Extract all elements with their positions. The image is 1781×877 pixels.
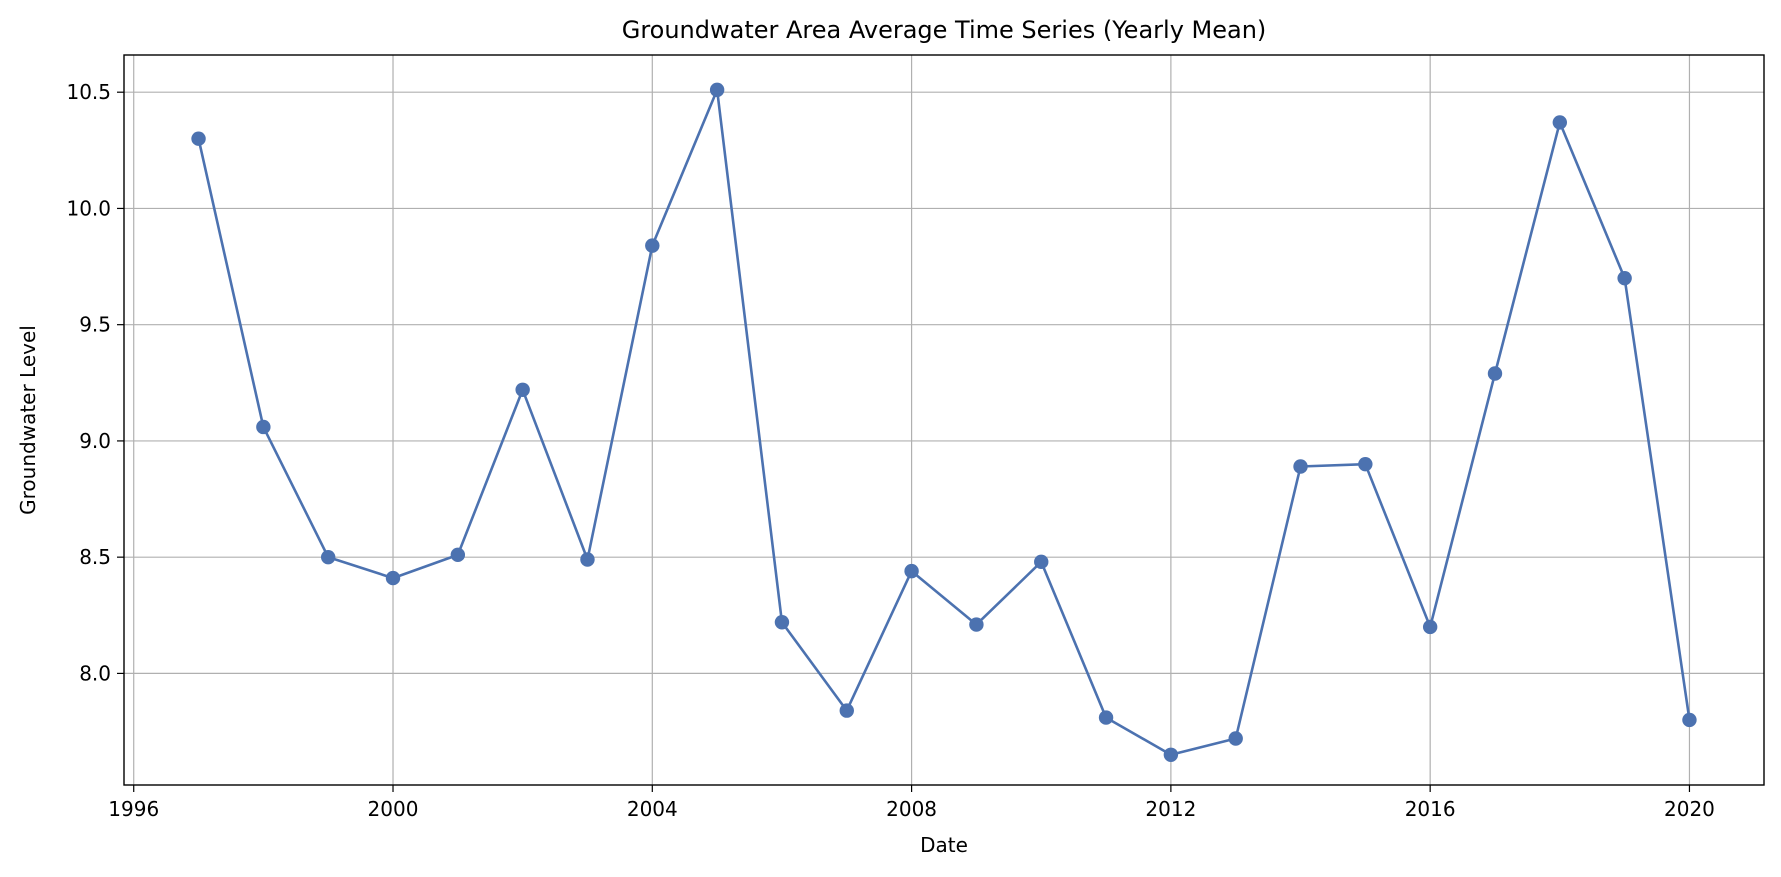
data-point [1034, 554, 1049, 570]
data-point [515, 382, 530, 397]
data-point [1682, 712, 1697, 728]
data-point [256, 419, 271, 435]
series-line [197, 88, 1691, 757]
grid-layer [124, 55, 1764, 785]
data-point [774, 615, 790, 630]
chart-title: Groundwater Area Average Time Series (Ye… [622, 16, 1267, 44]
data-point [191, 131, 206, 146]
x-tick-label: 2016 [1405, 797, 1456, 821]
data-point [1163, 747, 1179, 762]
series-layer [191, 82, 1697, 762]
x-axis-label: Date [920, 833, 968, 857]
data-point [969, 617, 984, 632]
x-tick-label: 2004 [627, 797, 678, 821]
data-point [904, 563, 919, 579]
data-point [1228, 731, 1243, 746]
data-point [320, 549, 336, 565]
data-point [1617, 270, 1632, 286]
x-tick-label: 2012 [1145, 797, 1196, 821]
data-point [709, 82, 725, 98]
x-tick-label: 2020 [1664, 797, 1715, 821]
data-point [580, 552, 595, 567]
y-tick-label: 9.5 [79, 313, 111, 337]
data-point [450, 547, 466, 563]
ticks-layer: 1996 2000 2004 2008 2012 2016 2020 8.0 8.5 9.0 9.5… [66, 80, 1714, 821]
data-point [1098, 710, 1114, 725]
data-point [645, 238, 660, 253]
y-tick-label: 8.5 [79, 545, 111, 569]
data-point [1293, 459, 1308, 474]
data-point [839, 703, 854, 718]
data-point [1422, 619, 1438, 635]
y-tick-label: 9.0 [79, 429, 111, 453]
y-tick-label: 10.5 [66, 80, 111, 104]
plot-frame [123, 54, 1765, 786]
y-tick-label: 10.0 [66, 196, 111, 220]
x-tick-label: 2000 [368, 797, 419, 821]
data-point [1552, 115, 1568, 130]
data-point [1358, 456, 1373, 472]
data-point [1487, 366, 1503, 381]
y-axis-label: Groundwater Level [16, 325, 40, 515]
y-tick-label: 8.0 [79, 661, 111, 685]
x-tick-label: 2008 [886, 797, 937, 821]
data-point [385, 570, 401, 586]
x-tick-label: 1996 [108, 797, 159, 821]
